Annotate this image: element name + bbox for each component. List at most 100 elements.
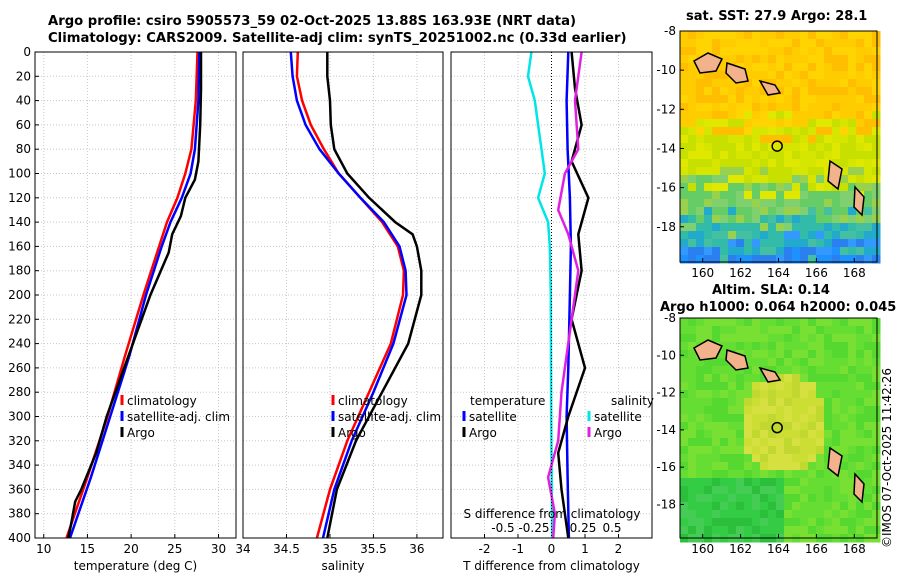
- sst-map-cell: [872, 127, 881, 136]
- sla-map-cell: [808, 518, 817, 527]
- sst-map-cell: [728, 183, 737, 192]
- sst-map-cell: [832, 47, 841, 56]
- sst-map-cell: [752, 119, 761, 128]
- sst-map-cell: [712, 119, 721, 128]
- sla-map-cell: [792, 430, 801, 439]
- sst-map-cell: [760, 247, 769, 256]
- sst-map-cell: [752, 55, 761, 64]
- sst-map-cell: [704, 47, 713, 56]
- sla-map-cell: [696, 414, 705, 423]
- sla-map-cell: [776, 502, 785, 511]
- sst-map-cell: [832, 231, 841, 240]
- sla-map-cell: [776, 318, 785, 327]
- sla-map-cell: [736, 382, 745, 391]
- sla-map-cell: [760, 342, 769, 351]
- sst-map-cell: [696, 103, 705, 112]
- sla-map-cell: [824, 398, 833, 407]
- sst-map-cell: [864, 31, 873, 40]
- sst-map-cell: [736, 239, 745, 248]
- sla-map-cell: [768, 438, 777, 447]
- sst-map-cell: [752, 159, 761, 168]
- sla-map-cell: [696, 334, 705, 343]
- sla-map-cell: [824, 486, 833, 495]
- sla-map-cell: [824, 406, 833, 415]
- sst-map-cell: [832, 207, 841, 216]
- sla-map-cell: [728, 382, 737, 391]
- sla-map-cell: [744, 502, 753, 511]
- sla-map-cell: [808, 438, 817, 447]
- sst-map-cell: [680, 247, 689, 256]
- sst-map-cell: [696, 47, 705, 56]
- sst-map-cell: [824, 111, 833, 120]
- sst-map-cell: [712, 31, 721, 40]
- sla-map-cell: [696, 358, 705, 367]
- sst-map-cell: [872, 47, 881, 56]
- sla-map-cell: [848, 414, 857, 423]
- sst-map-cell: [704, 143, 713, 152]
- sal-xtick-label: 34.5: [273, 542, 300, 556]
- sla-map-cell: [816, 326, 825, 335]
- sst-map-cell: [792, 111, 801, 120]
- sla-map-cell: [688, 494, 697, 503]
- diff-stick-label: 0.5: [602, 521, 621, 535]
- sla-map-cell: [776, 326, 785, 335]
- sla-map-cell: [776, 430, 785, 439]
- sst-map-cell: [840, 199, 849, 208]
- sla-map-cell: [832, 342, 841, 351]
- sst-map-cell: [816, 191, 825, 200]
- sst-map-cell: [720, 111, 729, 120]
- sla-map-cell: [824, 358, 833, 367]
- sla-map-cell: [840, 526, 849, 535]
- sst-map-cell: [784, 135, 793, 144]
- sst-map-cell: [776, 159, 785, 168]
- sla-map-cell: [856, 366, 865, 375]
- diff-xlabel: T difference from climatology: [462, 559, 640, 573]
- sst-map-cell: [728, 111, 737, 120]
- sst-map-cell: [864, 167, 873, 176]
- sst-map-cell: [760, 55, 769, 64]
- sst-map-cell: [728, 119, 737, 128]
- sst-map-cell: [872, 247, 881, 256]
- figure-title-line1: Argo profile: csiro 5905573_59 02-Oct-20…: [48, 14, 577, 29]
- sst-map-cell: [784, 63, 793, 72]
- sla-map-cell: [768, 358, 777, 367]
- sla-map-cell: [776, 414, 785, 423]
- sst-map-island: [853, 185, 865, 217]
- sla-map-cell: [848, 526, 857, 535]
- sla-map-cell: [720, 430, 729, 439]
- sst-map-cell: [696, 119, 705, 128]
- sst-map-cell: [720, 95, 729, 104]
- sla-map-cell: [832, 398, 841, 407]
- sla-map-cell: [752, 342, 761, 351]
- sla-map-cell: [776, 350, 785, 359]
- sla-map-cell: [816, 430, 825, 439]
- sst-map-cell: [784, 55, 793, 64]
- sst-map-cell: [864, 63, 873, 72]
- sst-map-cell: [784, 79, 793, 88]
- sla-map-cell: [784, 342, 793, 351]
- sst-map-cell: [688, 79, 697, 88]
- sst-map-cell: [680, 87, 689, 96]
- sla-map-ytick-label: -16: [656, 460, 676, 474]
- sla-map-cell: [744, 494, 753, 503]
- sst-map-cell: [800, 31, 809, 40]
- sst-map-cell: [792, 167, 801, 176]
- sst-map-cell: [720, 215, 729, 224]
- sst-map-cell: [680, 151, 689, 160]
- sst-map-cell: [728, 191, 737, 200]
- sst-map-cell: [720, 247, 729, 256]
- sst-map-cell: [872, 183, 881, 192]
- temp-ytick-label: 180: [8, 264, 31, 278]
- sla-map-cell: [704, 398, 713, 407]
- sst-map-cell: [824, 127, 833, 136]
- sla-map-cell: [696, 366, 705, 375]
- sst-map-cell: [808, 199, 817, 208]
- sla-map-cell: [768, 334, 777, 343]
- sla-map-cell: [824, 414, 833, 423]
- sst-map-cell: [816, 247, 825, 256]
- sst-map-cell: [704, 39, 713, 48]
- sst-map-cell: [760, 167, 769, 176]
- sst-map-cell: [808, 127, 817, 136]
- sst-map-cell: [752, 71, 761, 80]
- sla-map-cell: [872, 366, 881, 375]
